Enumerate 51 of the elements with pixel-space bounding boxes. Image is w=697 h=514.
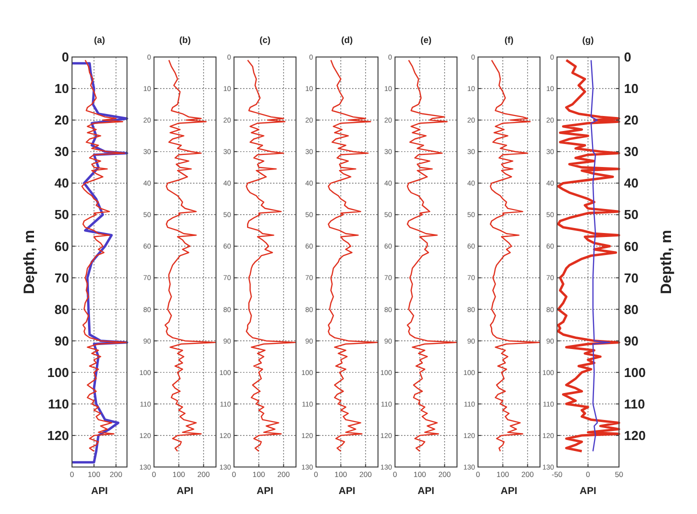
line-series [164, 60, 217, 452]
y2-tick-label: 20 [624, 112, 638, 128]
y-tick-label: 50 [54, 207, 69, 222]
y2-tick-label: 120 [624, 428, 646, 444]
line-series [557, 58, 620, 452]
chart-title: (g) [582, 35, 594, 45]
y-tick-label: 30 [54, 144, 69, 160]
line-series [406, 60, 458, 452]
y-tick-label: 100 [47, 364, 69, 380]
y2-tick-label: 90 [624, 333, 638, 348]
x-axis-title: API [91, 486, 108, 497]
chart-title: (e) [420, 35, 432, 45]
y-tick-label: 110 [48, 396, 69, 412]
y2-tick-label: 110 [624, 396, 645, 412]
y-tick-label: 90 [54, 333, 69, 348]
x-axis-title: API [500, 486, 518, 497]
y2-tick-label: 80 [624, 302, 638, 317]
y-tick-label: 10 [54, 81, 69, 96]
chart-title: (b) [179, 35, 191, 45]
x-axis-title: API [338, 486, 356, 497]
y-tick-label: 120 [47, 428, 69, 444]
line-series [590, 60, 610, 452]
y-tick-label: 40 [54, 176, 69, 191]
y2-tick-label: 10 [624, 81, 638, 96]
y2-tick-label: 50 [624, 207, 638, 222]
line-series [81, 60, 128, 452]
y2-tick-label: 30 [624, 144, 638, 160]
line-series [490, 60, 541, 452]
x-axis-title: API [418, 486, 435, 497]
x-axis-title: API [256, 486, 274, 497]
y-tick-label: 60 [54, 238, 69, 254]
y-tick-label: 20 [54, 112, 69, 128]
line-series [70, 62, 128, 464]
x-axis-title: API [176, 486, 194, 497]
chart-title: (c) [260, 35, 270, 45]
y2-tick-label: 40 [624, 176, 638, 191]
y2-tick-label: 60 [624, 238, 638, 254]
x-axis-title: API [580, 486, 597, 497]
chart-title: (f) [504, 35, 514, 45]
y-tick-label: 0 [62, 50, 69, 65]
y2-tick-label: 0 [624, 50, 632, 65]
line-series [328, 60, 379, 452]
y-axis-title: Depth, m [21, 230, 38, 294]
y-tick-label: 80 [54, 302, 69, 317]
chart-title: (d) [341, 35, 353, 45]
line-series [246, 60, 297, 452]
chart-title: (a) [94, 35, 105, 45]
y-tick-label: 70 [54, 270, 69, 286]
y2-tick-label: 70 [624, 270, 638, 286]
y2-tick-label: 100 [624, 364, 646, 380]
y2-axis-title: Depth, m [658, 230, 675, 294]
